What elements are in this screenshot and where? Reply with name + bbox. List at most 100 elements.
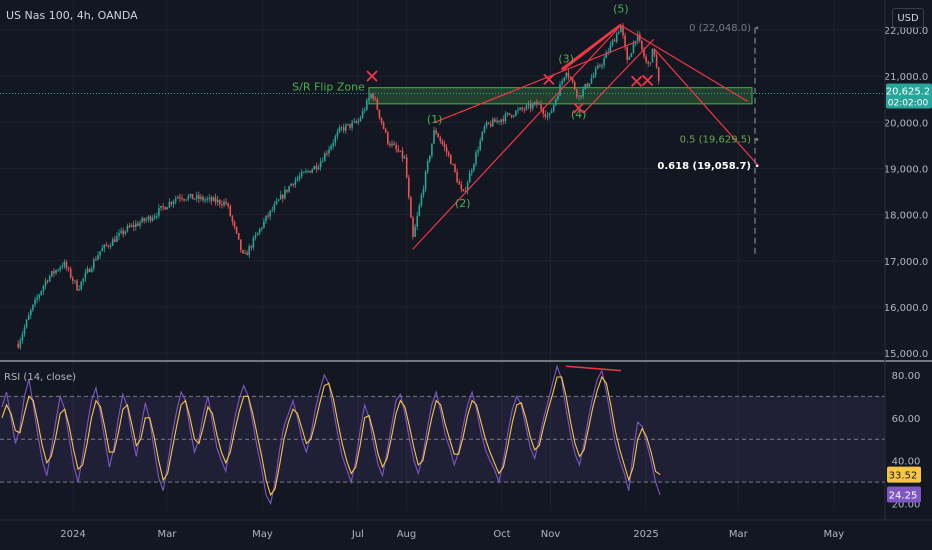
candle-body	[124, 231, 127, 235]
currency-button[interactable]: USD	[892, 8, 924, 28]
candle-body	[105, 244, 108, 246]
last-price-badge	[886, 83, 932, 109]
candle-body	[548, 113, 551, 116]
candle-body	[636, 34, 639, 42]
candle-body	[200, 196, 202, 200]
candle-body	[550, 111, 553, 114]
candle-body	[294, 180, 297, 185]
candle-body	[40, 290, 43, 295]
candle-body	[69, 268, 72, 278]
candle-body	[156, 215, 158, 217]
candle-body	[202, 196, 204, 201]
x-marker-stroke	[630, 75, 643, 87]
fib-level-label: 0 (22,048.0)	[689, 23, 751, 34]
candle-body	[324, 153, 326, 162]
candle-body	[250, 246, 253, 248]
candle-body	[359, 117, 362, 122]
candle-body	[599, 65, 601, 67]
wave-label: (2)	[455, 197, 471, 210]
candle-body	[445, 147, 448, 153]
fib-level-dot	[755, 138, 759, 141]
candle-body	[21, 334, 24, 341]
x-marker-stroke	[573, 102, 585, 114]
candle-body	[99, 251, 101, 256]
candle-body	[641, 40, 643, 50]
price-tick-label: 19,000.0	[884, 164, 929, 175]
candle-body	[147, 216, 150, 220]
candle-body	[130, 224, 133, 227]
candle-body	[84, 272, 87, 279]
candle-body	[414, 226, 416, 237]
rsi-indicator-label[interactable]: RSI (14, close)	[4, 372, 77, 383]
candle-body	[334, 136, 337, 143]
candle-body	[321, 161, 324, 163]
candle-body	[494, 119, 496, 123]
candle-body	[223, 201, 225, 206]
candle-body	[246, 252, 248, 256]
x-marker-stroke	[366, 70, 378, 82]
candle-body	[632, 43, 635, 54]
candle-body	[657, 67, 660, 81]
candle-body	[613, 40, 616, 42]
candle-body	[179, 196, 181, 199]
candle-body	[237, 233, 240, 240]
rsi-line	[1, 364, 661, 506]
candle-body	[231, 216, 234, 222]
candle-body	[510, 114, 513, 117]
candle-body	[225, 201, 227, 204]
candle-body	[372, 93, 374, 99]
candle-body	[242, 250, 244, 254]
candle-body	[523, 109, 526, 111]
candle-body	[227, 203, 230, 207]
candle-body	[380, 117, 383, 123]
candle-body	[204, 199, 206, 201]
candle-body	[279, 194, 282, 200]
candle-body	[403, 157, 406, 159]
price-tick-label: 22,000.0	[884, 26, 929, 37]
trendline	[412, 24, 622, 250]
candle-body	[116, 235, 118, 242]
candle-body	[120, 230, 122, 233]
candle-body	[525, 105, 528, 110]
candle-body	[254, 235, 257, 238]
candle-body	[420, 195, 423, 206]
symbol-title[interactable]: US Nas 100, 4h, OANDA	[6, 9, 138, 22]
candle-body	[475, 152, 477, 165]
candle-body	[51, 271, 53, 277]
candle-body	[506, 113, 509, 115]
candle-body	[370, 93, 372, 99]
candle-body	[643, 49, 645, 57]
candle-body	[594, 68, 597, 75]
time-tick-label: 2024	[60, 529, 85, 540]
candle-body	[80, 281, 83, 290]
candle-body	[30, 310, 32, 316]
price-tick-label: 21,000.0	[884, 72, 929, 83]
candle-body	[319, 161, 322, 168]
candle-body	[284, 189, 286, 199]
candle-body	[181, 198, 183, 200]
candle-body	[191, 193, 194, 200]
rsi-ma-line	[1, 375, 661, 497]
candle-body	[166, 207, 169, 210]
candle-body	[630, 53, 633, 58]
fib-level-label: 0.618 (19,058.7)	[657, 161, 751, 172]
sr-flip-zone-label: S/R Flip Zone	[292, 81, 365, 94]
candle-body	[647, 61, 650, 64]
candle-body	[521, 107, 524, 110]
candle-body	[164, 206, 167, 210]
rsi-tick-label: 40.00	[892, 457, 921, 468]
candle-body	[502, 119, 505, 122]
rsi-badge	[887, 486, 921, 503]
candle-body	[569, 76, 572, 79]
candle-body	[53, 271, 55, 274]
candle-body	[395, 144, 398, 149]
x-marker	[641, 74, 654, 86]
wave-top-line	[560, 23, 622, 71]
candle-body	[292, 183, 295, 185]
candle-body	[515, 110, 517, 116]
candle-body	[645, 56, 647, 62]
candle-body	[72, 277, 74, 281]
candle-body	[534, 102, 536, 105]
candle-body	[655, 55, 658, 68]
